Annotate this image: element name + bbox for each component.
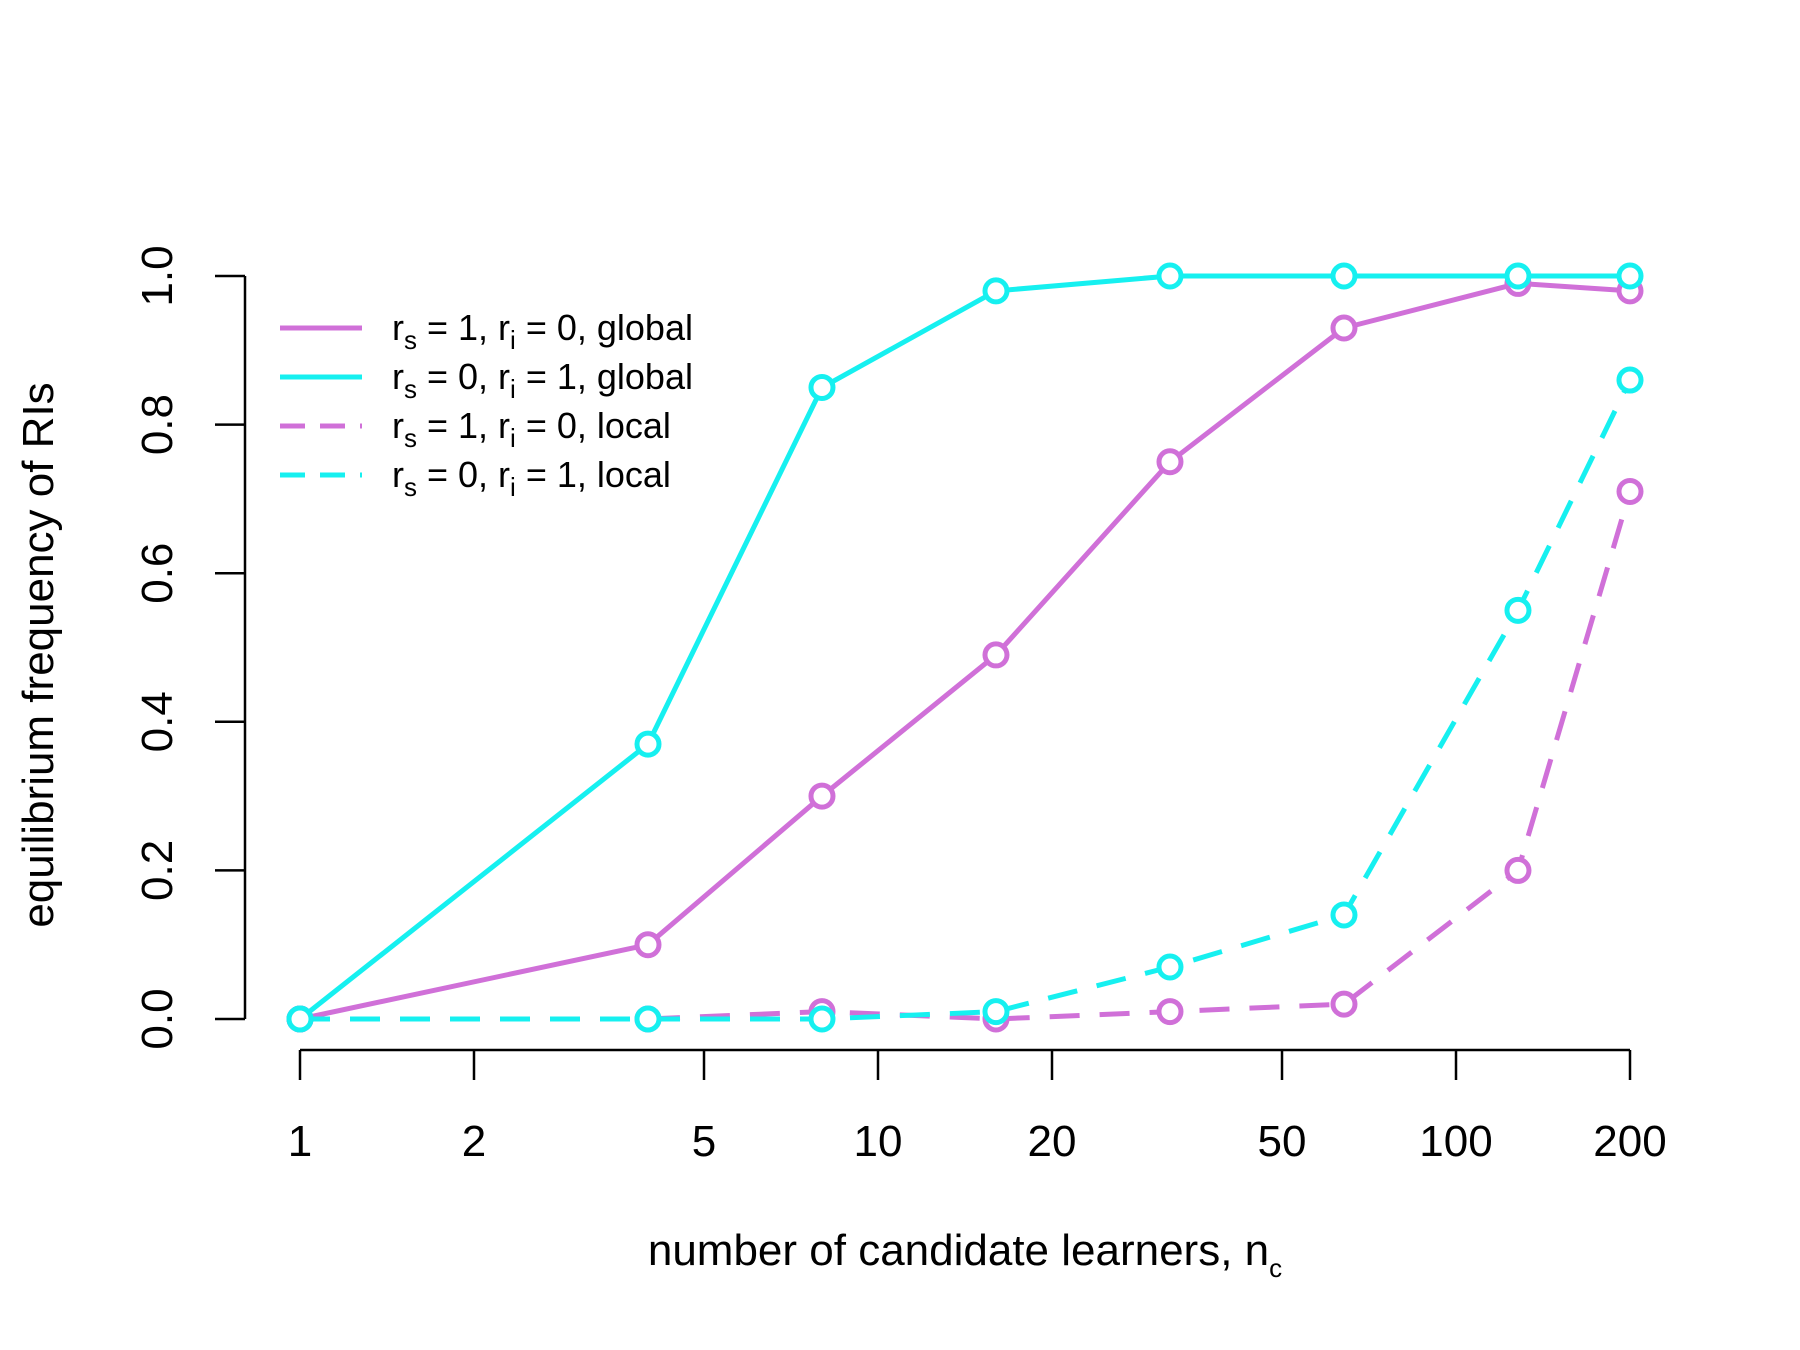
y-axis-title: equilibrium frequency of RIs	[14, 382, 63, 927]
data-point	[1616, 366, 1644, 394]
x-tick-label: 100	[1419, 1117, 1492, 1166]
series-line	[299, 280, 1631, 1022]
y-tick-label: 0.2	[133, 840, 182, 901]
series-line	[300, 490, 1633, 1022]
legend-item: rs = 0, ri = 1, local	[280, 454, 671, 502]
data-point	[1330, 901, 1358, 929]
data-point	[1156, 998, 1184, 1026]
y-tick-label: 0.8	[133, 394, 182, 455]
data-point	[1330, 990, 1358, 1018]
data-point	[1616, 477, 1644, 505]
legend-item: rs = 0, ri = 1, global	[280, 356, 693, 404]
data-point	[1156, 953, 1184, 981]
legend-label: rs = 0, ri = 1, global	[392, 356, 693, 404]
data-point	[1504, 596, 1532, 624]
data-point	[1504, 262, 1532, 290]
data-point	[1330, 314, 1358, 342]
data-point	[634, 1005, 662, 1033]
data-point	[982, 641, 1010, 669]
y-tick-label: 1.0	[133, 245, 182, 306]
data-point	[982, 998, 1010, 1026]
data-point	[1330, 262, 1358, 290]
x-tick-label: 5	[692, 1117, 716, 1166]
x-tick-label: 200	[1593, 1117, 1666, 1166]
legend-label: rs = 1, ri = 0, local	[392, 405, 671, 453]
series-3	[286, 477, 1644, 1033]
data-point	[286, 1005, 314, 1033]
x-tick-label: 20	[1028, 1117, 1077, 1166]
x-tick-label: 50	[1258, 1117, 1307, 1166]
legend-item: rs = 1, ri = 0, local	[280, 405, 671, 453]
y-tick-label: 0.4	[133, 691, 182, 752]
x-tick-label: 1	[288, 1117, 312, 1166]
data-point	[1504, 856, 1532, 884]
series-line	[300, 378, 1633, 1022]
data-point	[982, 277, 1010, 305]
data-point	[808, 782, 836, 810]
series-4	[286, 366, 1644, 1033]
data-point	[808, 1005, 836, 1033]
y-tick-label: 0.6	[133, 543, 182, 604]
data-point	[808, 373, 836, 401]
data-point	[634, 730, 662, 758]
y-tick-label: 0.0	[133, 988, 182, 1049]
series-layer	[286, 262, 1644, 1033]
x-tick-label: 2	[462, 1117, 486, 1166]
x-tick-label: 10	[854, 1117, 903, 1166]
legend-label: rs = 1, ri = 0, global	[392, 307, 693, 355]
data-point	[634, 931, 662, 959]
axes: 1 2 5 10 20 50 100 200 0.0 0.2 0.4 0.6 0.8 1.0	[133, 245, 1667, 1166]
series-line	[298, 273, 1630, 1021]
data-point	[1156, 262, 1184, 290]
data-point	[1616, 262, 1644, 290]
data-point	[1156, 448, 1184, 476]
legend-item: rs = 1, ri = 0, global	[280, 307, 693, 355]
x-axis-title: number of candidate learners, nc	[648, 1226, 1282, 1283]
legend-label: rs = 0, ri = 1, local	[392, 454, 671, 502]
